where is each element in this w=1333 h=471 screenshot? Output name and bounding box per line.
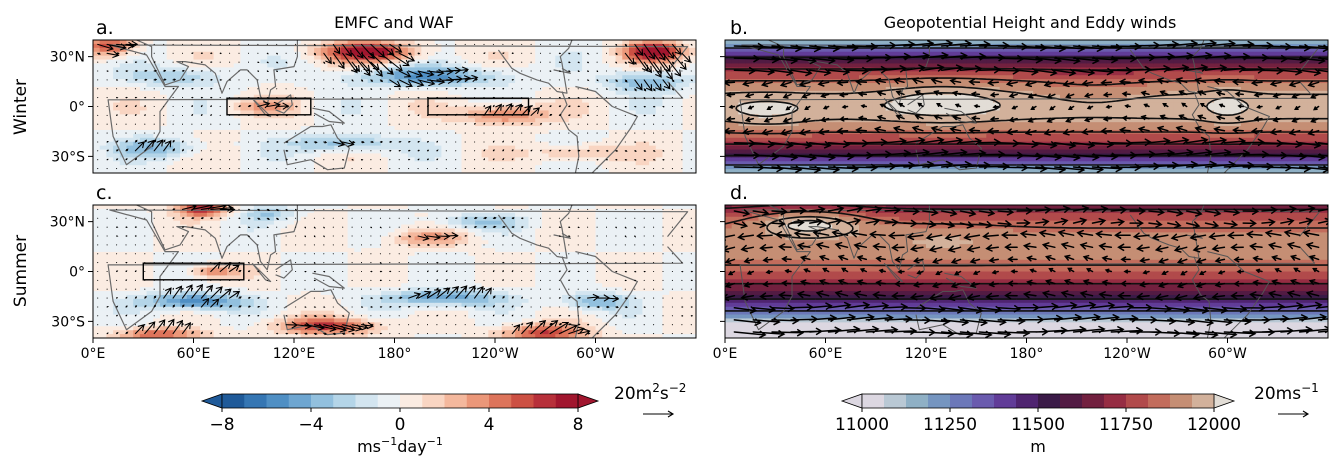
panel-d-letter: d. [730,182,748,204]
panel-d-x-axis: 0°E 60°E 120°E 180° 120°W 60°W [713,338,1247,362]
colorbar-swatch [884,394,907,408]
colorbar-swatch [1148,394,1171,408]
colorbar-tick-label: 4 [484,415,495,435]
panel-a-boxes [226,97,530,116]
y-tick-label: 30°S [51,149,85,165]
x-tick-label: 60°E [809,346,843,362]
x-tick-label: 120°E [273,346,316,362]
colorbar-emfc: −8 −4 0 4 8 ms−1day−1 [200,393,600,456]
y-tick-label: 0° [69,265,85,281]
reference-arrow-waf-glyph [643,410,675,418]
colorbar-swatch [906,394,929,408]
panel-a-y-axis: 30°N 0° 30°S [50,50,93,165]
panel-d-y-ticks [720,221,725,322]
colorbar-gph: 11000 11250 11500 11750 12000 m [835,393,1241,456]
colorbar-swatch [244,394,267,408]
reference-arrow-waf-label: 20m2s−2 [614,381,686,404]
x-tick-label: 60°W [1208,346,1247,362]
colorbar-swatch [444,394,468,408]
colorbar-swatch [288,394,312,408]
colorbar-tick-label: 11250 [923,415,977,435]
x-tick-label: 120°W [1103,346,1151,362]
colorbar-emfc-label: ms−1day−1 [357,435,443,456]
colorbar-swatch [862,394,885,408]
y-tick-label: 30°S [51,314,85,330]
panel-c: c. 30°N 0° 30°S 0°E 60°E 120°E 180° 120°W 60°W [50,182,697,362]
colorbar-swatch [1104,394,1127,408]
colorbar-swatch [1082,394,1105,408]
panel-d-arrows [725,205,1328,338]
panel-c-boxes [142,262,245,281]
x-tick-label: 60°E [177,346,211,362]
colorbar-tick-label: 11000 [835,415,889,435]
x-tick-label: 120°W [471,346,519,362]
x-tick-label: 180° [378,346,412,362]
colorbar-swatch [377,394,401,408]
panel-d-field [725,205,1328,338]
panel-b-y-ticks [720,56,725,157]
x-tick-label: 0°E [713,346,738,362]
x-tick-label: 0°E [81,346,106,362]
colorbar-swatch [1038,394,1061,408]
panel-a: a. EMFC and WAF 30°N 0° 30°S [50,13,697,174]
panel-b-arrows [725,40,1328,173]
colorbar-swatch [466,394,490,408]
panel-c-letter: c. [96,182,113,204]
colorbar-tick-label: −8 [209,415,234,435]
colorbar-swatch [950,394,973,408]
panel-c-arrows [97,205,694,336]
colorbar-swatch [422,394,445,408]
colorbar-swatch [928,394,951,408]
panel-c-y-axis: 30°N 0° 30°S [50,215,93,330]
colorbar-swatch [489,394,512,408]
colorbar-swatch [555,394,579,408]
colorbar-swatch [333,394,356,408]
row-label-summer: Summer [11,235,31,307]
panel-b-letter: b. [730,17,748,39]
reference-arrow-wind-label: 20ms−1 [1254,381,1319,404]
colorbar-tick-label: 11750 [1099,415,1153,435]
colorbar-swatch [222,394,245,408]
row-label-winter: Winter [11,79,31,135]
colorbar-gph-label: m [1030,437,1046,456]
colorbar-tick-label: −4 [298,415,323,435]
x-tick-label: 180° [1010,346,1044,362]
y-tick-label: 30°N [50,215,85,231]
colorbar-swatch [533,394,557,408]
reference-arrow-wind-glyph [1278,410,1310,418]
y-tick-label: 0° [69,100,85,116]
colorbar-tick-label: 12000 [1187,415,1241,435]
x-tick-label: 60°W [576,346,615,362]
y-tick-label: 30°N [50,50,85,66]
colorbar-swatch [1016,394,1039,408]
colorbar-swatch [511,394,534,408]
colorbar-tick-label: 0 [395,415,406,435]
panel-d: d. 0°E 60°E 120°E 180° 120°W 60°W [713,182,1329,362]
colorbar-swatch [972,394,995,408]
colorbar-tick-label: 8 [573,415,584,435]
colorbar-swatch [1060,394,1083,408]
colorbar-tick-label: 11500 [1011,415,1065,435]
colorbar-swatch [355,394,379,408]
colorbar-swatch [1192,394,1215,408]
panel-a-title: EMFC and WAF [334,13,454,32]
reference-arrow-wind: 20ms−1 [1254,381,1319,418]
panel-b: b. Geopotential Height and Eddy winds [720,13,1329,174]
colorbar-swatch [1126,394,1149,408]
colorbar-swatch [266,394,290,408]
panel-c-coastlines [107,205,689,338]
colorbar-swatch [400,394,423,408]
colorbar-swatch [311,394,334,408]
x-tick-label: 120°E [905,346,948,362]
panel-a-arrows [97,40,693,170]
panel-c-x-axis: 0°E 60°E 120°E 180° 120°W 60°W [81,338,615,362]
colorbar-swatch [994,394,1017,408]
colorbar-swatch [1170,394,1193,408]
panel-b-title: Geopotential Height and Eddy winds [884,13,1177,32]
panel-a-letter: a. [96,17,114,39]
reference-arrow-waf: 20m2s−2 [614,381,686,418]
